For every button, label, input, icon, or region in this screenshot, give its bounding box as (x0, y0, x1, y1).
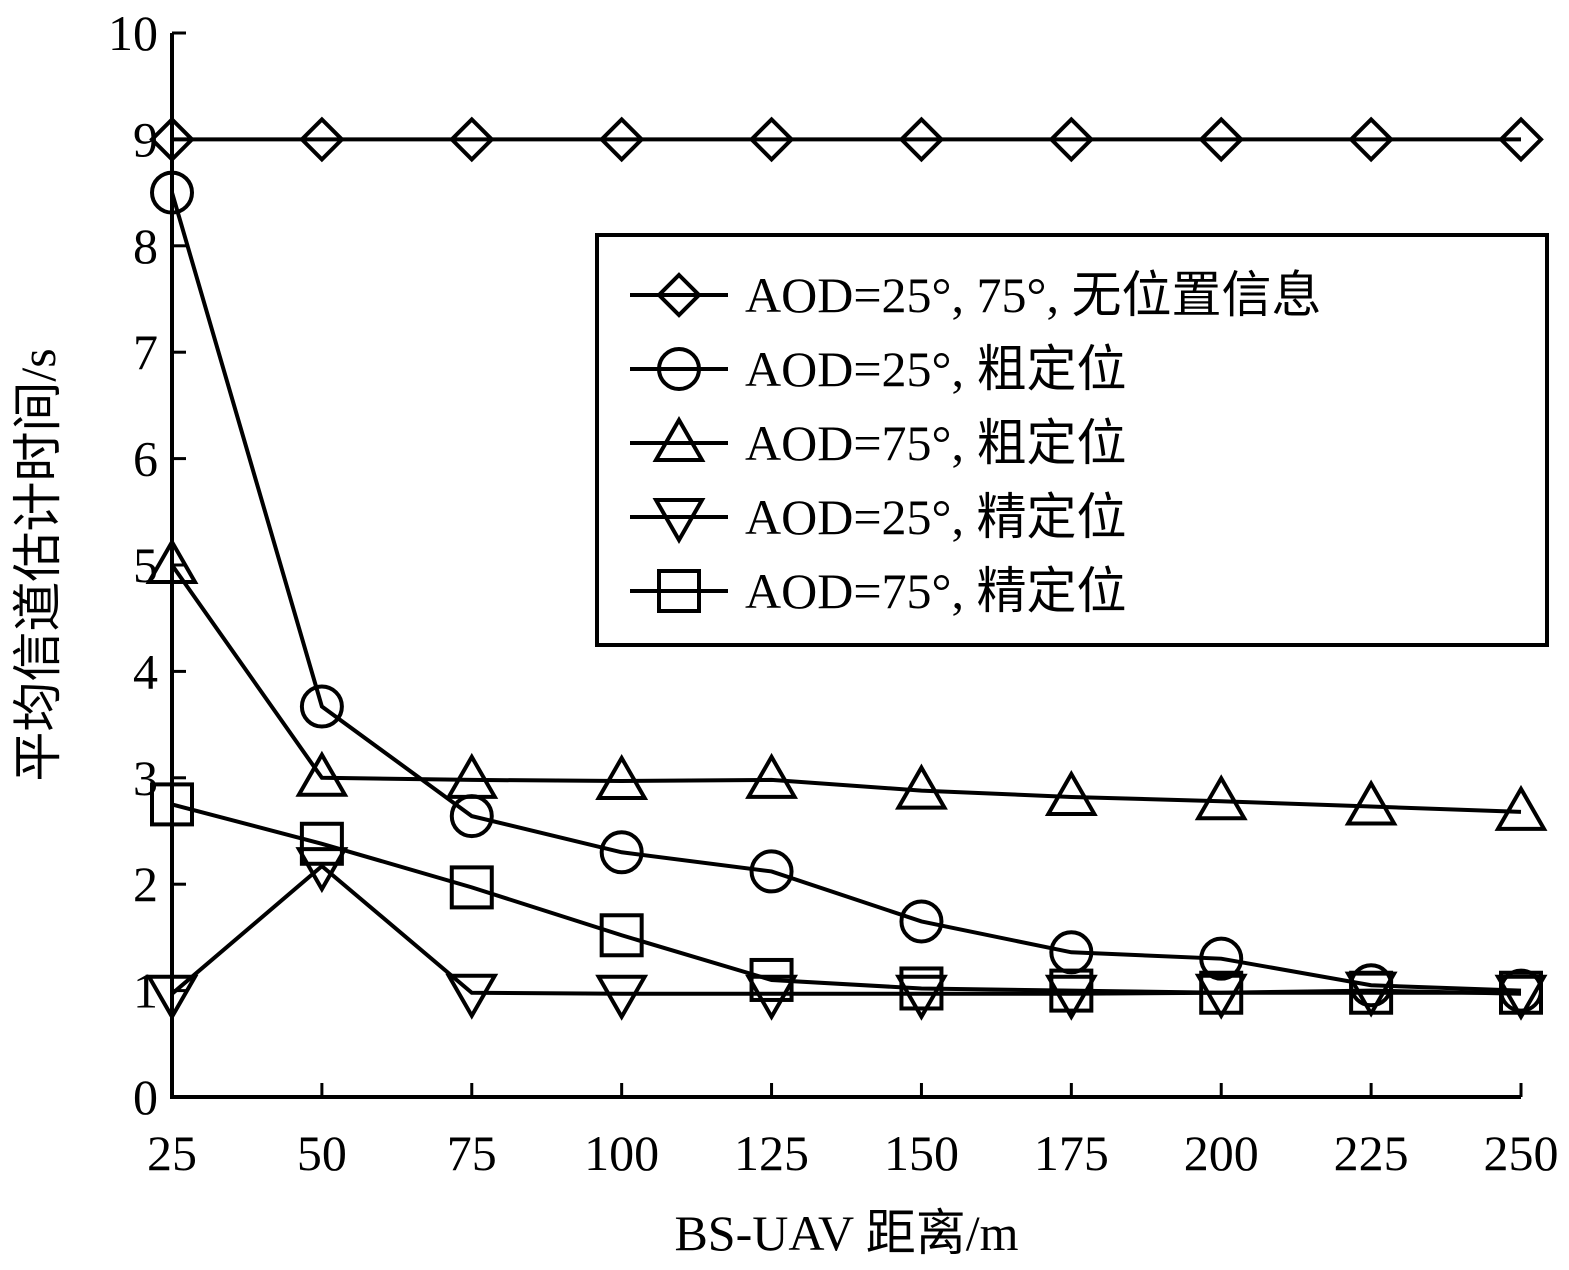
x-tick-label: 25 (147, 1125, 197, 1181)
y-tick-label: 5 (133, 537, 158, 593)
data-point (449, 865, 494, 910)
data-point (595, 753, 649, 800)
legend-entry: AOD=75°, 粗定位 (630, 415, 1127, 471)
data-point (150, 170, 194, 215)
x-tick-label: 100 (584, 1125, 659, 1181)
data-point (1349, 970, 1394, 1015)
x-tick-label: 175 (1034, 1125, 1109, 1181)
y-tick-label: 0 (133, 1069, 158, 1125)
data-point (1498, 116, 1544, 163)
data-point (749, 849, 794, 894)
data-point (749, 957, 794, 1002)
data-point (295, 750, 349, 797)
legend-swatch-marker (652, 415, 706, 462)
data-point (145, 537, 199, 584)
legend-label: AOD=75°, 粗定位 (745, 415, 1127, 471)
data-point (745, 974, 799, 1021)
data-point (899, 899, 944, 944)
data-point (1199, 936, 1244, 981)
data-point (1194, 973, 1248, 1020)
legend-entry: AOD=75°, 精定位 (630, 563, 1127, 619)
data-point (1344, 779, 1398, 826)
x-tick-label: 200 (1184, 1125, 1259, 1181)
data-point (299, 684, 344, 729)
data-point (1494, 974, 1548, 1021)
legend-box (595, 233, 1549, 647)
data-point (445, 973, 499, 1020)
legend-swatch-marker (652, 498, 706, 545)
data-point (1048, 116, 1095, 163)
series-line (170, 192, 1522, 993)
data-point (599, 913, 644, 958)
data-point (1194, 774, 1248, 821)
series-line (171, 802, 1521, 995)
legend-swatch-marker (657, 569, 701, 613)
x-tick-label: 250 (1484, 1125, 1559, 1181)
y-tick-label: 7 (133, 324, 158, 380)
data-point (150, 782, 194, 827)
data-point (299, 116, 345, 163)
x-tick-label: 75 (447, 1125, 497, 1181)
data-point (145, 974, 199, 1021)
y-tick-label: 8 (133, 218, 158, 274)
legend-label: AOD=25°, 75°, 无位置信息 (745, 267, 1322, 323)
data-point (1049, 968, 1094, 1013)
legend-label: AOD=25°, 粗定位 (745, 341, 1127, 397)
x-tick-label: 125 (734, 1125, 809, 1181)
data-point (898, 116, 945, 163)
series-2 (150, 170, 1543, 1013)
data-point (748, 116, 795, 163)
data-point (899, 966, 944, 1011)
data-point (1494, 784, 1548, 831)
legend-swatch-marker (657, 347, 701, 391)
y-tick-label: 2 (133, 856, 158, 912)
y-tick-label: 10 (108, 5, 158, 61)
legend: AOD=25°, 75°, 无位置信息 AOD=25°, 粗定位 AOD=75°, … (595, 233, 1549, 647)
data-point (1499, 970, 1543, 1015)
data-point (595, 974, 649, 1021)
series-line (170, 563, 1522, 814)
data-point (445, 752, 499, 799)
legend-entry: AOD=25°, 75°, 无位置信息 (630, 267, 1322, 323)
series-3 (145, 537, 1548, 831)
legend-label: AOD=25°, 精定位 (745, 489, 1127, 545)
legend-label: AOD=75°, 精定位 (745, 563, 1127, 619)
y-tick-label: 6 (133, 431, 158, 487)
data-point (599, 830, 644, 875)
data-point (149, 116, 195, 163)
data-point (448, 116, 495, 163)
data-point (598, 116, 645, 163)
x-tick-label: 50 (297, 1125, 347, 1181)
x-tick-label: 150 (884, 1125, 959, 1181)
series-group (145, 116, 1548, 1021)
data-point (894, 763, 948, 810)
data-point (894, 974, 948, 1021)
data-point (1199, 970, 1244, 1015)
data-point (1044, 769, 1098, 816)
y-axis-title: 平均信道估计时间/s (10, 348, 66, 781)
data-point (295, 847, 349, 894)
legend-entry: AOD=25°, 粗定位 (630, 341, 1127, 397)
data-point (299, 821, 344, 866)
y-tick-label: 4 (133, 643, 158, 699)
series-1 (149, 116, 1544, 163)
legend-entry: AOD=25°, 精定位 (630, 489, 1127, 545)
data-point (1044, 974, 1098, 1021)
series-5 (150, 782, 1543, 1015)
y-tick-label: 3 (133, 750, 158, 806)
y-tick-label: 1 (133, 963, 158, 1019)
data-point (745, 752, 799, 799)
data-point (1348, 116, 1394, 163)
x-tick-label: 225 (1334, 1125, 1409, 1181)
x-axis-title: BS-UAV 距离/m (674, 1205, 1018, 1261)
legend-swatch-marker (656, 272, 702, 318)
data-point (1198, 116, 1245, 163)
